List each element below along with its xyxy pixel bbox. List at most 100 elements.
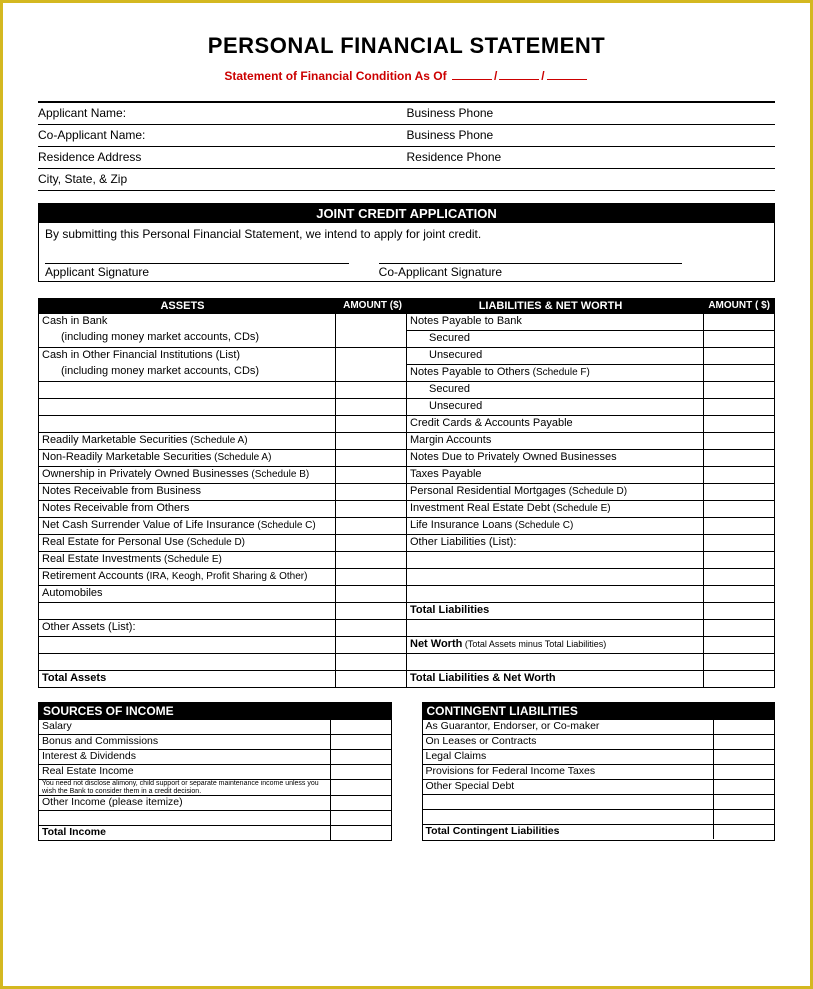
row-label: Notes Payable to Others (Schedule F): [407, 365, 704, 381]
amount-cell[interactable]: [331, 826, 391, 840]
row-label: Other Assets (List):: [39, 620, 336, 636]
amount-cell[interactable]: [331, 780, 391, 795]
amount-cell[interactable]: [336, 671, 406, 687]
amount-cell[interactable]: [704, 331, 774, 347]
row-label: Legal Claims: [423, 750, 715, 764]
co-applicant-signature-line[interactable]: Co-Applicant Signature: [379, 263, 683, 279]
contingent-header: CONTINGENT LIABILITIES: [423, 703, 775, 719]
row-label: Readily Marketable Securities (Schedule …: [39, 433, 336, 449]
row-label: Total Contingent Liabilities: [423, 825, 715, 839]
table-row: [423, 809, 775, 824]
amount-cell[interactable]: [336, 467, 406, 483]
amount-cell[interactable]: [336, 552, 406, 568]
table-row: Net Worth (Total Assets minus Total Liab…: [407, 636, 774, 653]
row-label: Total Liabilities: [407, 603, 704, 619]
amount-cell[interactable]: [704, 654, 774, 670]
amount-cell[interactable]: [704, 535, 774, 551]
amount-cell[interactable]: [704, 637, 774, 653]
amount-cell[interactable]: [704, 552, 774, 568]
date-blank[interactable]: [547, 79, 587, 80]
amount-cell[interactable]: [331, 765, 391, 779]
amount-cell[interactable]: [331, 750, 391, 764]
amount-cell[interactable]: [336, 314, 406, 330]
table-row: Real Estate Income: [39, 764, 391, 779]
amount-cell[interactable]: [336, 501, 406, 517]
date-blank[interactable]: [499, 79, 539, 80]
table-row: Real Estate Investments (Schedule E): [39, 551, 406, 568]
applicant-info: Applicant Name: Business Phone Co-Applic…: [38, 101, 775, 191]
amount-cell[interactable]: [331, 811, 391, 825]
table-row: Margin Accounts: [407, 432, 774, 449]
table-row: [423, 794, 775, 809]
amount-cell[interactable]: [336, 586, 406, 602]
row-label: Total Income: [39, 826, 331, 840]
amount-cell[interactable]: [336, 569, 406, 585]
amount-cell[interactable]: [336, 450, 406, 466]
amount-cell[interactable]: [704, 314, 774, 330]
amount-cell[interactable]: [704, 586, 774, 602]
amount-cell[interactable]: [714, 765, 774, 779]
date-blank[interactable]: [452, 79, 492, 80]
amount-cell[interactable]: [336, 484, 406, 500]
amount-cell[interactable]: [331, 796, 391, 810]
amount-cell[interactable]: [336, 399, 406, 415]
row-label: Unsecured: [407, 399, 704, 415]
amount-cell[interactable]: [704, 603, 774, 619]
amount-cell[interactable]: [336, 518, 406, 534]
table-row: Other Special Debt: [423, 779, 775, 794]
amount-cell[interactable]: [336, 330, 406, 347]
amount-cell[interactable]: [331, 720, 391, 734]
amount-cell[interactable]: [704, 450, 774, 466]
table-row: Life Insurance Loans (Schedule C): [407, 517, 774, 534]
amount-cell[interactable]: [714, 720, 774, 734]
row-label: (including money market accounts, CDs): [39, 330, 336, 347]
amount-cell[interactable]: [704, 569, 774, 585]
row-label: Unsecured: [407, 348, 704, 364]
table-row: (including money market accounts, CDs): [39, 330, 406, 347]
table-row: Credit Cards & Accounts Payable: [407, 415, 774, 432]
amount-cell[interactable]: [331, 735, 391, 749]
amount-cell[interactable]: [704, 501, 774, 517]
table-row: You need not disclose alimony, child sup…: [39, 779, 391, 795]
amount-cell[interactable]: [336, 364, 406, 381]
amount-cell[interactable]: [704, 365, 774, 381]
table-row: [407, 551, 774, 568]
amount-cell[interactable]: [336, 382, 406, 398]
amount-cell[interactable]: [704, 467, 774, 483]
amount-cell[interactable]: [714, 780, 774, 794]
applicant-signature-line[interactable]: Applicant Signature: [45, 263, 349, 279]
amount-cell[interactable]: [714, 735, 774, 749]
amount-cell[interactable]: [336, 535, 406, 551]
amount-cell[interactable]: [704, 416, 774, 432]
row-label: Cash in Other Financial Institutions (Li…: [39, 348, 336, 364]
amount-cell[interactable]: [336, 637, 406, 653]
amount-cell[interactable]: [704, 620, 774, 636]
row-label: [39, 654, 336, 670]
row-label: [423, 810, 715, 824]
amount-cell[interactable]: [704, 433, 774, 449]
amount-cell[interactable]: [714, 825, 774, 839]
amount-cell[interactable]: [704, 348, 774, 364]
amount-cell[interactable]: [704, 484, 774, 500]
amount-cell[interactable]: [704, 671, 774, 687]
liabilities-header: LIABILITIES & NET WORTH: [411, 300, 690, 312]
table-row: Other Income (please itemize): [39, 795, 391, 810]
amount-cell[interactable]: [704, 518, 774, 534]
amount-cell[interactable]: [336, 348, 406, 364]
table-row: [39, 810, 391, 825]
amount-cell[interactable]: [714, 795, 774, 809]
amount-cell[interactable]: [336, 603, 406, 619]
amount-cell[interactable]: [336, 654, 406, 670]
amount-cell[interactable]: [704, 382, 774, 398]
table-row: Ownership in Privately Owned Businesses …: [39, 466, 406, 483]
amount-cell[interactable]: [336, 620, 406, 636]
row-label: [407, 586, 704, 602]
row-label: Real Estate Income: [39, 765, 331, 779]
amount-cell[interactable]: [704, 399, 774, 415]
amount-cell[interactable]: [714, 810, 774, 824]
table-row: Total Income: [39, 825, 391, 840]
amount-cell[interactable]: [336, 433, 406, 449]
amount-cell[interactable]: [714, 750, 774, 764]
table-row: Other Assets (List):: [39, 619, 406, 636]
amount-cell[interactable]: [336, 416, 406, 432]
